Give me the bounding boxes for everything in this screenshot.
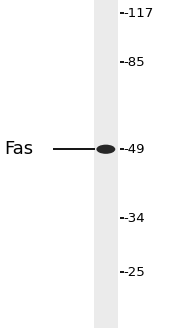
Text: -117: -117 [124, 7, 154, 20]
Text: Fas: Fas [4, 140, 33, 158]
Text: -34: -34 [124, 212, 145, 225]
Text: -25: -25 [124, 266, 146, 279]
Ellipse shape [96, 145, 115, 154]
Bar [94, 0, 118, 328]
Text: -49: -49 [124, 143, 145, 156]
Text: -85: -85 [124, 56, 145, 69]
